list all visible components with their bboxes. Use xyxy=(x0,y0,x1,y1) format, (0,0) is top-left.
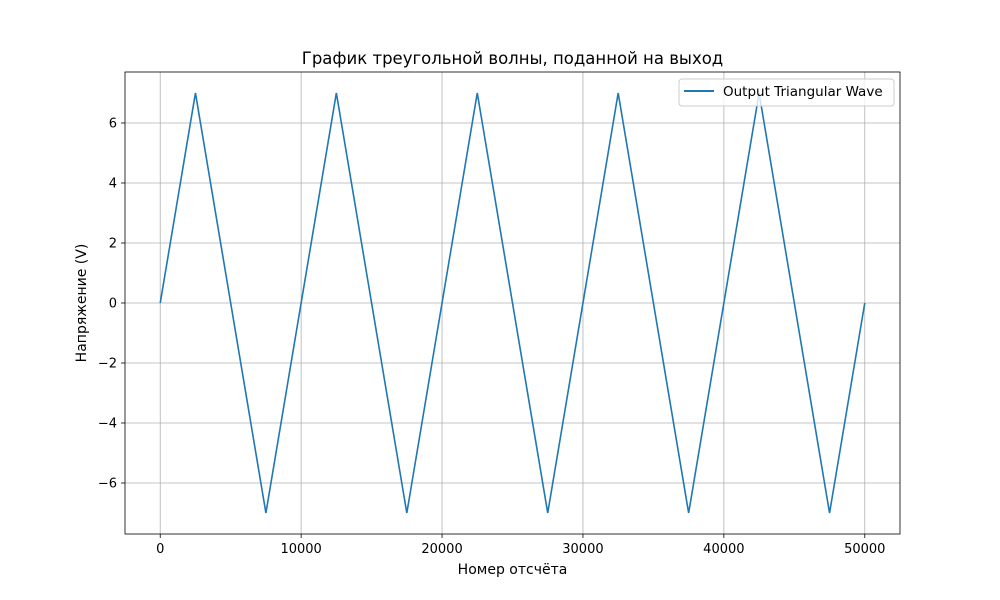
x-axis-label: Номер отсчёта xyxy=(458,562,568,578)
x-tick-label: 50000 xyxy=(844,542,885,557)
y-tick-label: −6 xyxy=(98,477,117,492)
series-line xyxy=(159,92,866,514)
x-tick-label: 0 xyxy=(156,542,164,557)
y-tick-label: −4 xyxy=(98,417,117,432)
x-ticks: 0 10000 20000 30000 40000 50000 xyxy=(156,534,885,557)
legend-box xyxy=(678,78,895,107)
x-tick-label: 40000 xyxy=(703,542,744,557)
y-ticks: −6 −4 −2 0 2 4 6 xyxy=(98,117,125,492)
y-axis-label: Напряжение (V) xyxy=(74,244,90,363)
legend: Output Triangular Wave xyxy=(678,78,895,107)
x-tick-label: 10000 xyxy=(280,542,321,557)
chart-title: График треугольной волны, поданной на вы… xyxy=(302,49,723,68)
legend-label: Output Triangular Wave xyxy=(723,84,883,100)
y-tick-label: 6 xyxy=(109,117,117,132)
y-tick-label: 0 xyxy=(109,297,117,312)
y-tick-label: 2 xyxy=(109,237,117,252)
x-tick-label: 30000 xyxy=(562,542,603,557)
y-tick-label: −2 xyxy=(98,357,117,372)
x-tick-label: 20000 xyxy=(421,542,462,557)
series-layer xyxy=(159,92,866,514)
y-tick-label: 4 xyxy=(109,177,117,192)
